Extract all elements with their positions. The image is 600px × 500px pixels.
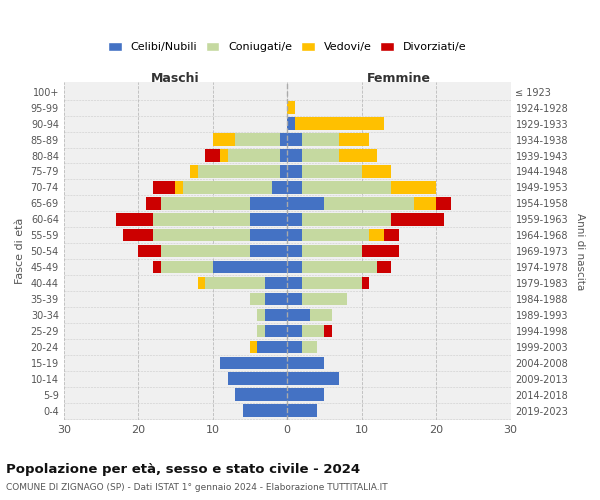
Bar xyxy=(250,197,287,209)
Text: Femmine: Femmine xyxy=(367,72,431,85)
Bar xyxy=(198,165,280,177)
Bar xyxy=(213,261,287,274)
Bar xyxy=(265,293,287,305)
Bar xyxy=(302,229,369,241)
Bar xyxy=(362,277,369,289)
Bar xyxy=(205,277,265,289)
Bar xyxy=(302,213,391,226)
Bar xyxy=(138,245,161,258)
Bar xyxy=(414,197,436,209)
Bar xyxy=(302,150,340,162)
Bar xyxy=(175,181,183,194)
Bar xyxy=(302,181,391,194)
Y-axis label: Anni di nascita: Anni di nascita xyxy=(575,212,585,290)
Bar xyxy=(161,261,213,274)
Bar xyxy=(325,324,332,337)
Bar xyxy=(302,245,362,258)
Bar xyxy=(280,150,287,162)
Bar xyxy=(287,197,325,209)
Bar xyxy=(287,308,310,321)
Bar xyxy=(153,181,175,194)
Bar xyxy=(377,261,391,274)
Bar xyxy=(287,404,317,417)
Bar xyxy=(287,245,302,258)
Bar xyxy=(436,197,451,209)
Bar xyxy=(220,356,287,369)
Text: Maschi: Maschi xyxy=(151,72,200,85)
Bar xyxy=(287,102,295,114)
Bar xyxy=(287,356,325,369)
Bar xyxy=(183,181,272,194)
Bar xyxy=(257,308,265,321)
Bar xyxy=(161,197,250,209)
Bar xyxy=(287,134,302,146)
Bar xyxy=(235,134,280,146)
Bar xyxy=(287,261,302,274)
Bar xyxy=(146,197,161,209)
Bar xyxy=(116,213,153,226)
Bar xyxy=(302,134,340,146)
Bar xyxy=(287,213,302,226)
Bar xyxy=(242,404,287,417)
Bar xyxy=(265,324,287,337)
Bar xyxy=(280,134,287,146)
Bar xyxy=(250,213,287,226)
Bar xyxy=(302,324,325,337)
Bar xyxy=(287,372,340,385)
Bar xyxy=(310,308,332,321)
Bar xyxy=(287,150,302,162)
Bar xyxy=(287,165,302,177)
Bar xyxy=(362,165,391,177)
Bar xyxy=(369,229,384,241)
Bar xyxy=(287,181,302,194)
Bar xyxy=(302,340,317,353)
Text: Popolazione per età, sesso e stato civile - 2024: Popolazione per età, sesso e stato civil… xyxy=(6,462,360,475)
Bar xyxy=(265,308,287,321)
Bar xyxy=(250,229,287,241)
Bar xyxy=(391,181,436,194)
Bar xyxy=(302,261,377,274)
Bar xyxy=(340,150,377,162)
Bar xyxy=(287,340,302,353)
Bar xyxy=(227,150,280,162)
Bar xyxy=(250,293,265,305)
Bar xyxy=(205,150,220,162)
Bar xyxy=(302,293,347,305)
Bar xyxy=(287,277,302,289)
Bar xyxy=(287,388,325,401)
Bar xyxy=(213,134,235,146)
Bar xyxy=(257,324,265,337)
Bar xyxy=(235,388,287,401)
Bar xyxy=(272,181,287,194)
Bar xyxy=(250,340,257,353)
Bar xyxy=(302,165,362,177)
Bar xyxy=(198,277,205,289)
Bar xyxy=(287,229,302,241)
Bar xyxy=(220,150,227,162)
Bar xyxy=(280,165,287,177)
Bar xyxy=(302,277,362,289)
Bar xyxy=(287,324,302,337)
Bar xyxy=(153,261,161,274)
Bar xyxy=(257,340,287,353)
Bar xyxy=(325,197,414,209)
Y-axis label: Fasce di età: Fasce di età xyxy=(15,218,25,284)
Bar xyxy=(287,293,302,305)
Legend: Celibi/Nubili, Coniugati/e, Vedovi/e, Divorziati/e: Celibi/Nubili, Coniugati/e, Vedovi/e, Di… xyxy=(104,37,470,56)
Bar xyxy=(391,213,443,226)
Bar xyxy=(153,229,250,241)
Bar xyxy=(124,229,153,241)
Bar xyxy=(295,118,384,130)
Text: COMUNE DI ZIGNAGO (SP) - Dati ISTAT 1° gennaio 2024 - Elaborazione TUTTITALIA.IT: COMUNE DI ZIGNAGO (SP) - Dati ISTAT 1° g… xyxy=(6,482,388,492)
Bar xyxy=(153,213,250,226)
Bar xyxy=(384,229,399,241)
Bar xyxy=(161,245,250,258)
Bar xyxy=(340,134,369,146)
Bar xyxy=(227,372,287,385)
Bar xyxy=(265,277,287,289)
Bar xyxy=(190,165,198,177)
Bar xyxy=(362,245,399,258)
Bar xyxy=(250,245,287,258)
Bar xyxy=(287,118,295,130)
